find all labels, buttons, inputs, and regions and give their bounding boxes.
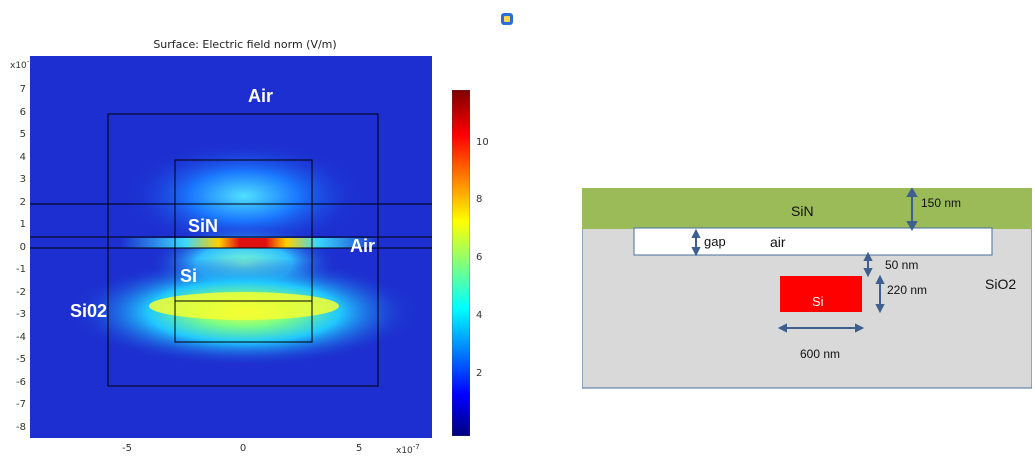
x-exponent-base: x10 <box>396 446 413 456</box>
y-tick: 7 <box>19 84 26 95</box>
y-tick: -5 <box>16 354 26 365</box>
sin-layer-label: SiN <box>791 203 814 219</box>
label-sio2: Si02 <box>70 301 108 321</box>
colorbar-tick: 8 <box>476 194 483 205</box>
si-width-label: 600 nm <box>800 347 841 361</box>
label-sin: SiN <box>188 216 219 236</box>
y-tick: 5 <box>19 129 26 140</box>
y-tick: 4 <box>19 152 26 163</box>
plot-title: Surface: Electric field norm (V/m) <box>153 38 337 51</box>
y-tick: 6 <box>19 107 26 118</box>
x-axis-exponent: x10-7 <box>396 443 420 456</box>
colorbar-tick: 6 <box>476 252 483 263</box>
colorbar-tick: 10 <box>476 137 489 148</box>
schematic-shapes <box>582 188 1032 389</box>
x-tick: 5 <box>355 443 363 454</box>
y-tick: -7 <box>16 399 26 410</box>
y-tick: 0 <box>19 242 26 253</box>
label-air-top: Air <box>248 86 274 106</box>
field-heatmap <box>30 56 432 438</box>
y-tick: -8 <box>16 422 26 433</box>
label-si: Si <box>180 266 198 286</box>
y-exponent-base: x10 <box>10 61 27 71</box>
y-tick: -6 <box>16 377 26 388</box>
y-tick: 1 <box>19 219 26 230</box>
gap-label: gap <box>704 234 726 249</box>
sio2-label: SiO2 <box>985 276 1017 292</box>
x-tick: 0 <box>239 443 247 454</box>
spacing-label: 50 nm <box>885 258 919 272</box>
colorbar <box>452 90 470 436</box>
x-tick: -5 <box>122 443 132 454</box>
air-label: air <box>770 234 786 250</box>
colorbar-tick: 2 <box>476 368 483 379</box>
y-tick: -4 <box>16 332 26 343</box>
y-tick: -2 <box>16 287 26 298</box>
y-tick: 2 <box>19 197 26 208</box>
y-tick: -3 <box>16 309 26 320</box>
y-tick: -1 <box>16 264 26 275</box>
si-height-label: 220 nm <box>887 283 928 297</box>
si-core-label: Si <box>812 294 824 309</box>
colorbar-tick: 4 <box>476 310 483 321</box>
label-air-right: Air <box>350 236 376 256</box>
y-tick: 3 <box>19 174 26 185</box>
sin-thickness-label: 150 nm <box>921 196 962 210</box>
window-icon[interactable] <box>500 12 514 26</box>
x-exponent-power: -7 <box>412 443 420 451</box>
